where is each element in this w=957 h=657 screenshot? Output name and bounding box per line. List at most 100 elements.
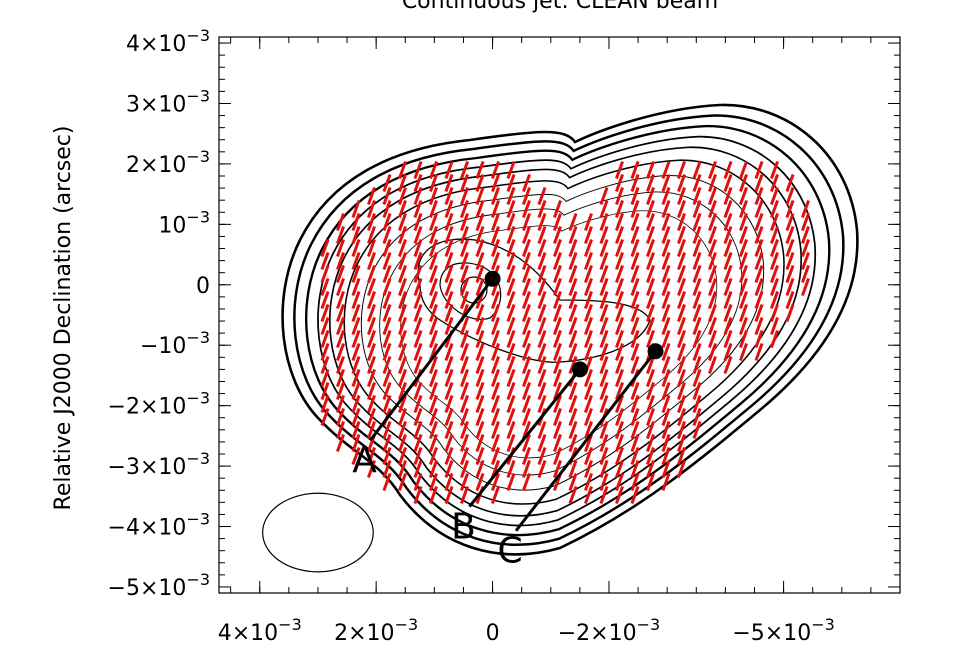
polarization-vector-454 xyxy=(615,356,624,374)
polarization-vector-625 xyxy=(599,447,609,465)
polarization-vector-256 xyxy=(382,278,392,296)
polarization-vector-331 xyxy=(568,304,578,322)
polarization-vector-425 xyxy=(615,343,624,361)
polarization-vector-162 xyxy=(413,239,423,257)
polarization-vector-4 xyxy=(460,161,469,179)
polarization-vector-357 xyxy=(491,317,500,335)
polarization-vector-61 xyxy=(723,187,733,205)
polarization-vector-605 xyxy=(630,434,640,452)
y-tick-label-0: 4×10−3 xyxy=(126,26,210,57)
polarization-vector-460 xyxy=(708,356,717,374)
polarization-vector-24 xyxy=(460,174,469,192)
polarization-vector-453 xyxy=(599,356,609,374)
polarization-vector-235 xyxy=(553,265,562,283)
polarization-vector-70 xyxy=(413,200,423,218)
polarization-vector-389 xyxy=(522,330,531,348)
polarization-vector-209 xyxy=(646,252,655,270)
polarization-vector-335 xyxy=(630,304,640,322)
polarization-vector-649 xyxy=(646,460,655,478)
polarization-vector-564 xyxy=(367,421,376,439)
polarization-vector-372 xyxy=(723,317,733,335)
polarization-vector-249 xyxy=(770,265,779,283)
polarization-vector-121 xyxy=(754,213,764,231)
polarization-vector-127 xyxy=(367,226,376,244)
polarization-vector-180 xyxy=(692,239,702,257)
polarization-vector-6 xyxy=(491,161,500,179)
polarization-vector-182 xyxy=(723,239,733,257)
polarization-vector-327 xyxy=(506,304,516,322)
polarization-vector-513 xyxy=(336,395,345,413)
polarization-vector-475 xyxy=(522,369,531,387)
polarization-vector-581 xyxy=(630,421,640,439)
polarization-vector-40 xyxy=(785,174,795,192)
polarization-vector-131 xyxy=(429,226,438,244)
polarization-vector-106 xyxy=(522,213,531,231)
polarization-vector-174 xyxy=(599,239,609,257)
polarization-vector-213 xyxy=(708,252,717,270)
polarization-vector-204 xyxy=(568,252,578,270)
polarization-vector-163 xyxy=(429,239,438,257)
polarization-vector-152 xyxy=(754,226,764,244)
polarization-vector-123 xyxy=(785,213,795,231)
polarization-vector-177 xyxy=(646,239,655,257)
polarization-vector-497 xyxy=(475,382,485,400)
marker-label-c: C xyxy=(497,531,522,572)
polarization-vector-356 xyxy=(475,317,485,335)
polarization-vector-382 xyxy=(413,330,423,348)
polarization-vector-575 xyxy=(537,421,547,439)
polarization-vector-561 xyxy=(692,408,702,426)
polarization-vector-409 xyxy=(367,343,376,361)
polarization-vector-438 xyxy=(367,356,376,374)
polarization-vector-261 xyxy=(460,278,469,296)
polarization-vector-291 xyxy=(429,291,438,309)
polarization-vector-329 xyxy=(537,304,547,322)
polarization-vector-635 xyxy=(429,460,438,478)
polarization-vector-537 xyxy=(320,408,330,426)
polarization-vector-680 xyxy=(630,486,640,504)
polarization-vector-128 xyxy=(382,226,392,244)
polarization-vector-432 xyxy=(723,343,733,361)
polarization-vector-18 xyxy=(770,161,779,179)
polarization-vector-675 xyxy=(491,486,500,504)
polarization-vector-58 xyxy=(677,187,686,205)
polarization-vector-418 xyxy=(506,343,516,361)
polarization-vector-660 xyxy=(506,473,516,491)
polarization-vector-238 xyxy=(599,265,609,283)
polarization-vector-577 xyxy=(568,421,578,439)
polarization-vector-445 xyxy=(475,356,485,374)
polarization-vector-672 xyxy=(444,486,454,504)
polarization-vector-305 xyxy=(646,291,655,309)
polarization-vector-520 xyxy=(444,395,454,413)
polarization-vector-130 xyxy=(413,226,423,244)
polarization-vector-464 xyxy=(351,369,361,387)
polarization-vector-647 xyxy=(615,460,624,478)
polarization-vector-632 xyxy=(382,460,392,478)
polarization-vector-311 xyxy=(739,291,748,309)
x-tick-label-0: 4×10−3 xyxy=(218,615,302,646)
polarization-vector-166 xyxy=(475,239,485,257)
polarization-vector-225 xyxy=(398,265,407,283)
polarization-vector-32 xyxy=(661,174,671,192)
polarization-vector-223 xyxy=(367,265,376,283)
polarization-vector-636 xyxy=(444,460,454,478)
polarization-vector-46 xyxy=(444,187,454,205)
polarization-vector-386 xyxy=(475,330,485,348)
polarization-vector-146 xyxy=(661,226,671,244)
polarization-vector-272 xyxy=(630,278,640,296)
polarization-vector-133 xyxy=(460,226,469,244)
polarization-vector-73 xyxy=(460,200,469,218)
polarization-vector-45 xyxy=(429,187,438,205)
polarization-vector-118 xyxy=(708,213,717,231)
polarization-vector-176 xyxy=(630,239,640,257)
polarization-vector-138 xyxy=(537,226,547,244)
polarization-vector-253 xyxy=(336,278,345,296)
contour-0 xyxy=(281,103,859,556)
polarization-vector-415 xyxy=(460,343,469,361)
polarization-vector-29 xyxy=(615,174,624,192)
polarization-vector-371 xyxy=(708,317,717,335)
polarization-vector-501 xyxy=(537,382,547,400)
polarization-vector-307 xyxy=(677,291,686,309)
polarization-vector-250 xyxy=(785,265,795,283)
polarization-vector-380 xyxy=(382,330,392,348)
polarization-vector-42 xyxy=(382,187,392,205)
